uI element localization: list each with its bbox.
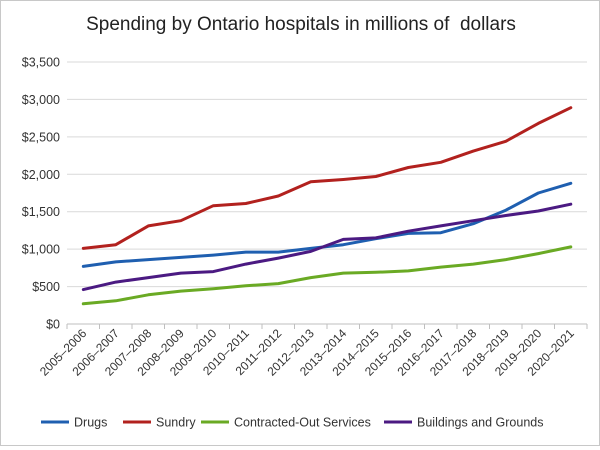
y-tick-label: $1,000	[22, 243, 60, 257]
y-tick-label: $3,000	[22, 93, 60, 107]
series-line-buildings-and-grounds	[81, 202, 573, 292]
y-axis-tick-labels: $0 $500 $1,000 $1,500 $2,000 $2,500 $3,000 $3,5…	[22, 56, 60, 332]
legend-label: Buildings and Grounds	[417, 416, 543, 430]
y-tick-label: $1,500	[22, 205, 60, 219]
y-tick-label: $0	[46, 318, 60, 332]
legend-label: Drugs	[74, 416, 107, 430]
y-tick-label: $500	[32, 280, 60, 294]
y-tick-label: $3,500	[22, 56, 60, 70]
chart-title: Spending by Ontario hospitals in million…	[86, 14, 516, 35]
series-lines	[81, 106, 573, 306]
legend-label: Sundry	[156, 416, 196, 430]
legend-label: Contracted-Out Services	[234, 416, 371, 430]
x-axis-tick-labels: 2005–20062006–20072007–20082008–20092009…	[37, 326, 577, 379]
gridlines	[66, 61, 588, 329]
y-tick-label: $2,000	[22, 168, 60, 182]
series-line-contracted-out-services	[81, 245, 573, 306]
legend: Drugs Sundry Contracted-Out Services Buildi…	[41, 416, 543, 430]
y-tick-label: $2,500	[22, 130, 60, 144]
series-line-sundry	[81, 106, 573, 250]
